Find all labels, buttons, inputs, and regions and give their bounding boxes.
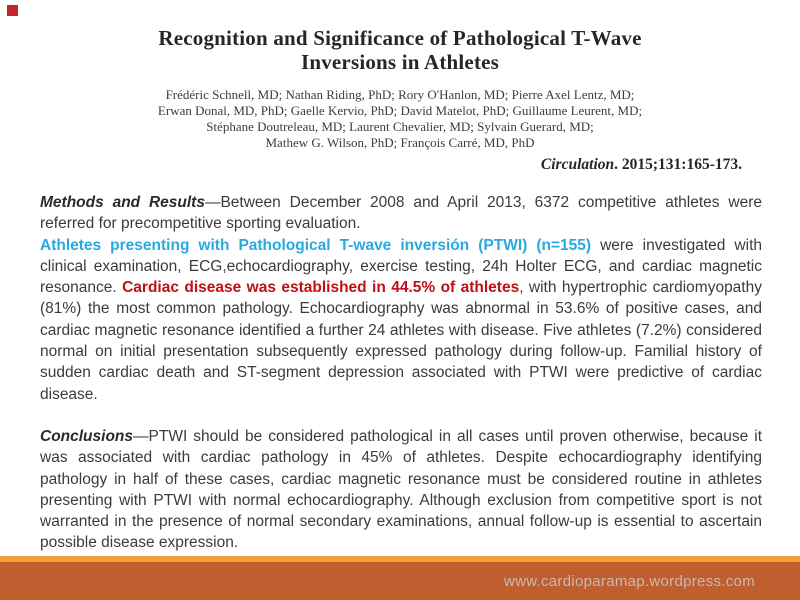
citation-reference: . 2015;131:165-173.	[614, 156, 742, 173]
methods-paragraph: Methods and Results—Between December 200…	[40, 192, 762, 235]
author-line: Mathew G. Wilson, PhD; François Carré, M…	[265, 135, 535, 150]
citation-journal: Circulation	[540, 156, 615, 173]
authors-block: Frédéric Schnell, MD; Nathan Riding, PhD…	[60, 87, 740, 151]
page-title-line2: Inversions in Athletes	[300, 50, 500, 74]
conclusions-paragraph: Conclusions—PTWI should be considered pa…	[40, 426, 762, 554]
methods-label: Methods and Results	[40, 194, 205, 211]
results-text-after-blue: were investigated with clinical examinat…	[40, 236, 762, 297]
red-highlight-text: Cardiac disease was established in 44.5%…	[122, 279, 520, 297]
footer-accent-strip	[0, 556, 800, 562]
footer-url: www.cardioparamap.wordpress.com	[503, 572, 755, 590]
accent-square	[7, 5, 18, 16]
blue-highlight-text: Athletes presenting with Pathological T-…	[40, 236, 592, 254]
page-title: Recognition and Significance of Patholog…	[60, 26, 740, 74]
author-line: Erwan Donal, MD, PhD; Gaelle Kervio, PhD…	[157, 103, 643, 118]
author-line: Stéphane Doutreleau, MD; Laurent Chevali…	[206, 119, 594, 134]
author-line: Frédéric Schnell, MD; Nathan Riding, PhD…	[165, 87, 635, 102]
methods-text: —Between December 2008 and April 2013, 6…	[40, 194, 762, 233]
citation: Circulation. 2015;131:165-173.	[541, 156, 742, 174]
conclusions-text: —PTWI should be considered pathological …	[40, 427, 762, 552]
results-text-after-red: , with hypertrophic cardiomyopathy (81%)…	[40, 279, 762, 403]
conclusions-label: Conclusions	[40, 427, 134, 445]
footer-bar: www.cardioparamap.wordpress.com	[0, 562, 800, 600]
abstract-body: Methods and Results—Between December 200…	[40, 192, 762, 554]
page-title-line1: Recognition and Significance of Patholog…	[158, 26, 642, 50]
results-paragraph: Athletes presenting with Pathological T-…	[40, 235, 762, 405]
